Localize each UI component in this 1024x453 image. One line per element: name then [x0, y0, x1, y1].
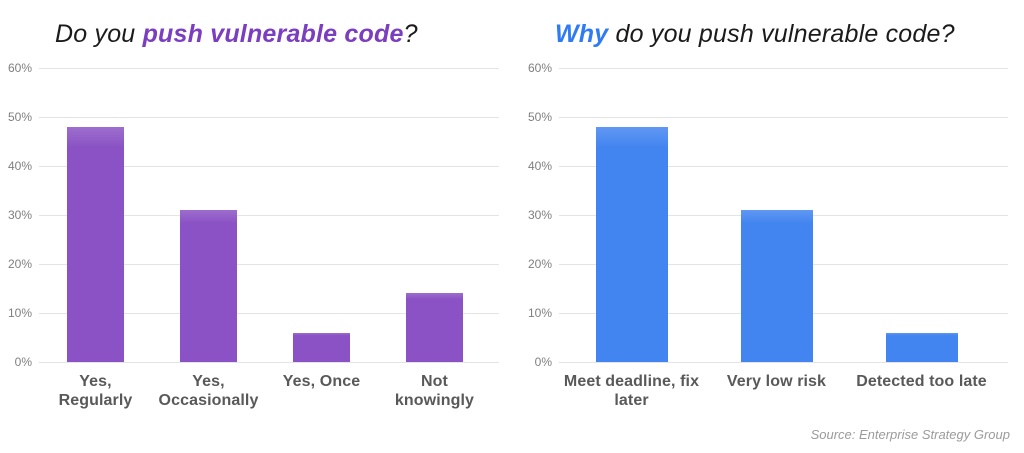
y-axis-tick-label: 60%	[7, 60, 32, 75]
gridline-0pct	[559, 361, 1008, 363]
chart-why-push-vulnerable-code: Why do you push vulnerable code? 0% 10% 20…	[512, 0, 1024, 453]
source-credit: Source: Enterprise Strategy Group	[810, 427, 1010, 442]
bar-not-knowingly	[406, 293, 463, 362]
chart-title-left: Do you push vulnerable code?	[55, 20, 418, 49]
gridline-30pct	[39, 214, 499, 216]
title-segment: do you push vulnerable code?	[608, 20, 955, 48]
y-axis-tick-label: 30%	[527, 207, 552, 222]
y-axis-tick-label: 60%	[527, 60, 552, 75]
gridline-50pct	[39, 116, 499, 118]
bar-detected-too-late	[885, 332, 958, 362]
gridline-20pct	[39, 263, 499, 265]
x-axis-label-yes-once: Yes, Once	[282, 373, 361, 390]
y-axis-tick-label: 40%	[7, 158, 32, 173]
gridline-40pct	[39, 165, 499, 167]
bar-meet-deadline-fix-later	[595, 126, 668, 362]
title-segment-accent: push vulnerable code	[142, 20, 404, 48]
bar-yes-once	[293, 332, 350, 362]
y-axis-tick-label: 0%	[14, 354, 32, 369]
plot-area-right: 0% 10% 20% 30% 40% 50% 60% Meet deadline, fix l…	[528, 61, 1008, 409]
gridline-60pct	[39, 67, 499, 69]
bar-yes-occasionally	[180, 210, 237, 362]
gridline-10pct	[39, 312, 499, 314]
gridline-0pct	[39, 361, 499, 363]
y-axis-tick-label: 10%	[527, 305, 552, 320]
gridline-40pct	[559, 165, 1008, 167]
plot-area-left: 0% 10% 20% 30% 40% 50% 60% Yes, Regularly Yes, O…	[8, 61, 499, 409]
bar-very-low-risk	[740, 210, 813, 362]
y-axis-tick-label: 50%	[527, 109, 552, 124]
chart-push-vulnerable-code: Do you push vulnerable code? 0% 10% 20% 30%…	[8, 20, 499, 409]
title-segment-accent: Why	[555, 20, 609, 48]
gridline-60pct	[559, 67, 1008, 69]
y-axis-tick-label: 30%	[7, 207, 32, 222]
bar-yes-regularly	[67, 126, 124, 362]
x-axis-label-meet-deadline-fix-later: Meet deadline, fix later	[563, 373, 700, 409]
y-axis-tick-label: 40%	[527, 158, 552, 173]
chart-title-right: Why do you push vulnerable code?	[555, 20, 955, 49]
y-axis-tick-label: 20%	[7, 256, 32, 271]
x-axis-label-detected-too-late: Detected too late	[856, 373, 987, 390]
y-axis-tick-label: 0%	[534, 354, 552, 369]
title-segment: Do you	[55, 20, 143, 48]
gridline-50pct	[559, 116, 1008, 118]
y-axis-tick-label: 10%	[7, 305, 32, 320]
y-axis-tick-label: 50%	[7, 109, 32, 124]
x-axis-label-yes-occasionally: Yes, Occasionally	[158, 373, 259, 409]
x-axis-label-yes-regularly: Yes, Regularly	[58, 373, 133, 409]
title-segment: ?	[403, 20, 418, 48]
y-axis-tick-label: 20%	[527, 256, 552, 271]
x-axis-label-very-low-risk: Very low risk	[726, 373, 827, 390]
x-axis-label-not-knowingly: Not knowingly	[394, 373, 475, 409]
